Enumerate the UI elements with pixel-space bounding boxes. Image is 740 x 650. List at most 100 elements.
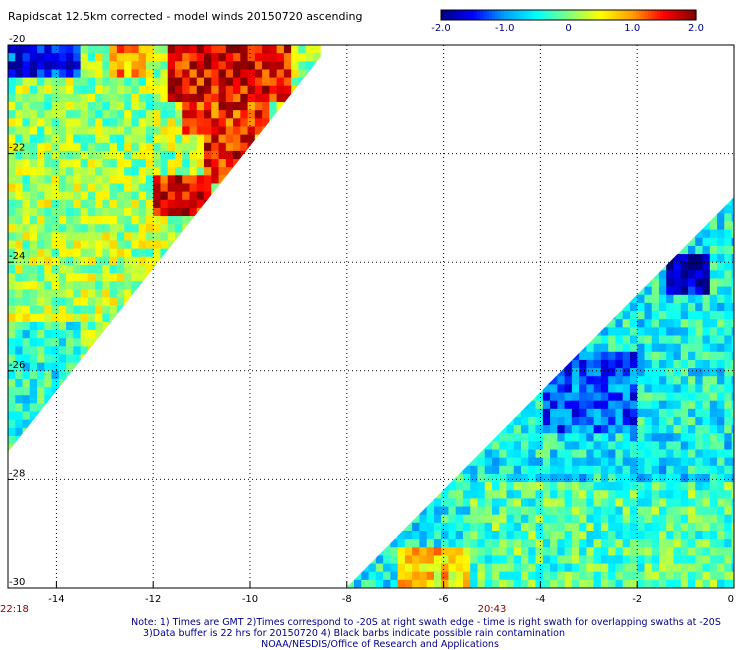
heatmap-cell bbox=[233, 102, 241, 111]
colorbar-cell bbox=[675, 10, 679, 20]
heatmap-cell bbox=[189, 395, 198, 404]
heatmap-cell bbox=[375, 254, 384, 263]
heatmap-cell bbox=[29, 297, 38, 307]
heatmap-cell bbox=[204, 346, 212, 356]
heatmap-cell bbox=[298, 207, 307, 217]
heatmap-cell bbox=[23, 517, 31, 526]
heatmap-cell bbox=[521, 245, 529, 255]
heatmap-cell bbox=[102, 77, 111, 87]
heatmap-cell bbox=[44, 273, 53, 282]
heatmap-cell bbox=[312, 167, 321, 176]
heatmap-cell bbox=[368, 490, 377, 500]
heatmap-cell bbox=[470, 270, 479, 280]
heatmap-cell bbox=[535, 392, 544, 402]
heatmap-cell bbox=[145, 378, 154, 388]
heatmap-cell bbox=[73, 378, 82, 388]
colorbar-cell bbox=[552, 10, 556, 20]
heatmap-cell bbox=[688, 482, 696, 491]
heatmap-cell bbox=[354, 457, 362, 467]
heatmap-cell bbox=[368, 433, 377, 442]
heatmap-cell bbox=[29, 264, 38, 274]
heatmap-cell bbox=[262, 232, 270, 242]
heatmap-cell bbox=[110, 469, 118, 478]
heatmap-cell bbox=[225, 110, 234, 119]
heatmap-cell bbox=[174, 224, 183, 233]
heatmap-cell bbox=[695, 368, 704, 377]
heatmap-cell bbox=[513, 384, 522, 394]
heatmap-cell bbox=[8, 313, 16, 323]
heatmap-cell bbox=[593, 425, 602, 434]
heatmap-cell bbox=[124, 134, 133, 144]
heatmap-cell bbox=[383, 237, 391, 247]
heatmap-cell bbox=[441, 229, 450, 239]
heatmap-cell bbox=[160, 370, 169, 380]
heatmap-cell bbox=[37, 142, 45, 152]
heatmap-cell bbox=[269, 517, 277, 526]
heatmap-cell bbox=[608, 376, 617, 385]
heatmap-cell bbox=[709, 245, 718, 255]
heatmap-cell bbox=[175, 550, 183, 559]
heatmap-cell bbox=[658, 254, 667, 263]
heatmap-cell bbox=[433, 294, 442, 304]
heatmap-cell bbox=[262, 321, 270, 331]
heatmap-cell bbox=[22, 183, 31, 193]
heatmap-cell bbox=[233, 566, 241, 575]
heatmap-cell bbox=[419, 498, 428, 508]
heatmap-cell bbox=[375, 229, 384, 239]
heatmap-cell bbox=[225, 53, 234, 62]
heatmap-cell bbox=[557, 327, 566, 337]
heatmap-cell bbox=[550, 197, 558, 206]
heatmap-cell bbox=[622, 197, 631, 206]
heatmap-cell bbox=[66, 444, 74, 452]
heatmap-cell bbox=[269, 110, 278, 119]
heatmap-cell bbox=[66, 469, 74, 478]
heatmap-cell bbox=[542, 351, 551, 361]
heatmap-cell bbox=[8, 452, 16, 461]
heatmap-cell bbox=[557, 359, 566, 369]
heatmap-cell bbox=[390, 457, 399, 467]
heatmap-cell bbox=[441, 319, 450, 328]
heatmap-cell bbox=[153, 387, 162, 396]
heatmap-cell bbox=[196, 435, 205, 445]
heatmap-cell bbox=[724, 359, 733, 369]
heatmap-cell bbox=[695, 213, 704, 223]
heatmap-cell bbox=[470, 197, 479, 206]
heatmap-cell bbox=[51, 338, 60, 347]
heatmap-cell bbox=[196, 419, 205, 429]
heatmap-cell bbox=[361, 302, 370, 312]
heatmap-cell bbox=[190, 493, 198, 502]
heatmap-cell bbox=[637, 229, 646, 239]
heatmap-cell bbox=[383, 262, 391, 271]
heatmap-cell bbox=[593, 482, 602, 491]
heatmap-cell bbox=[15, 232, 24, 242]
heatmap-cell bbox=[615, 465, 624, 475]
heatmap-cell bbox=[37, 550, 45, 559]
heatmap-cell bbox=[58, 313, 67, 323]
heatmap-cell bbox=[404, 465, 413, 475]
heatmap-cell bbox=[731, 408, 734, 418]
colorbar-cell bbox=[489, 10, 493, 20]
heatmap-cell bbox=[22, 142, 31, 152]
heatmap-cell bbox=[52, 509, 60, 518]
heatmap-cell bbox=[117, 550, 125, 559]
heatmap-cell bbox=[269, 102, 278, 111]
heatmap-cell bbox=[8, 419, 16, 429]
heatmap-cell bbox=[218, 273, 227, 282]
heatmap-cell bbox=[305, 354, 314, 364]
colorbar-cell bbox=[612, 10, 616, 20]
heatmap-cell bbox=[571, 335, 580, 345]
heatmap-cell bbox=[276, 102, 285, 111]
heatmap-cell bbox=[637, 408, 646, 418]
heatmap-cell bbox=[521, 221, 529, 231]
heatmap-cell bbox=[109, 378, 118, 388]
heatmap-cell bbox=[276, 354, 285, 364]
heatmap-cell bbox=[44, 477, 52, 486]
heatmap-cell bbox=[37, 526, 45, 535]
heatmap-cell bbox=[397, 278, 406, 288]
heatmap-cell bbox=[542, 433, 551, 442]
heatmap-cell bbox=[15, 550, 23, 559]
heatmap-cell bbox=[499, 327, 508, 337]
heatmap-cell bbox=[368, 457, 377, 467]
heatmap-cell bbox=[470, 343, 479, 353]
heatmap-cell bbox=[615, 294, 624, 304]
